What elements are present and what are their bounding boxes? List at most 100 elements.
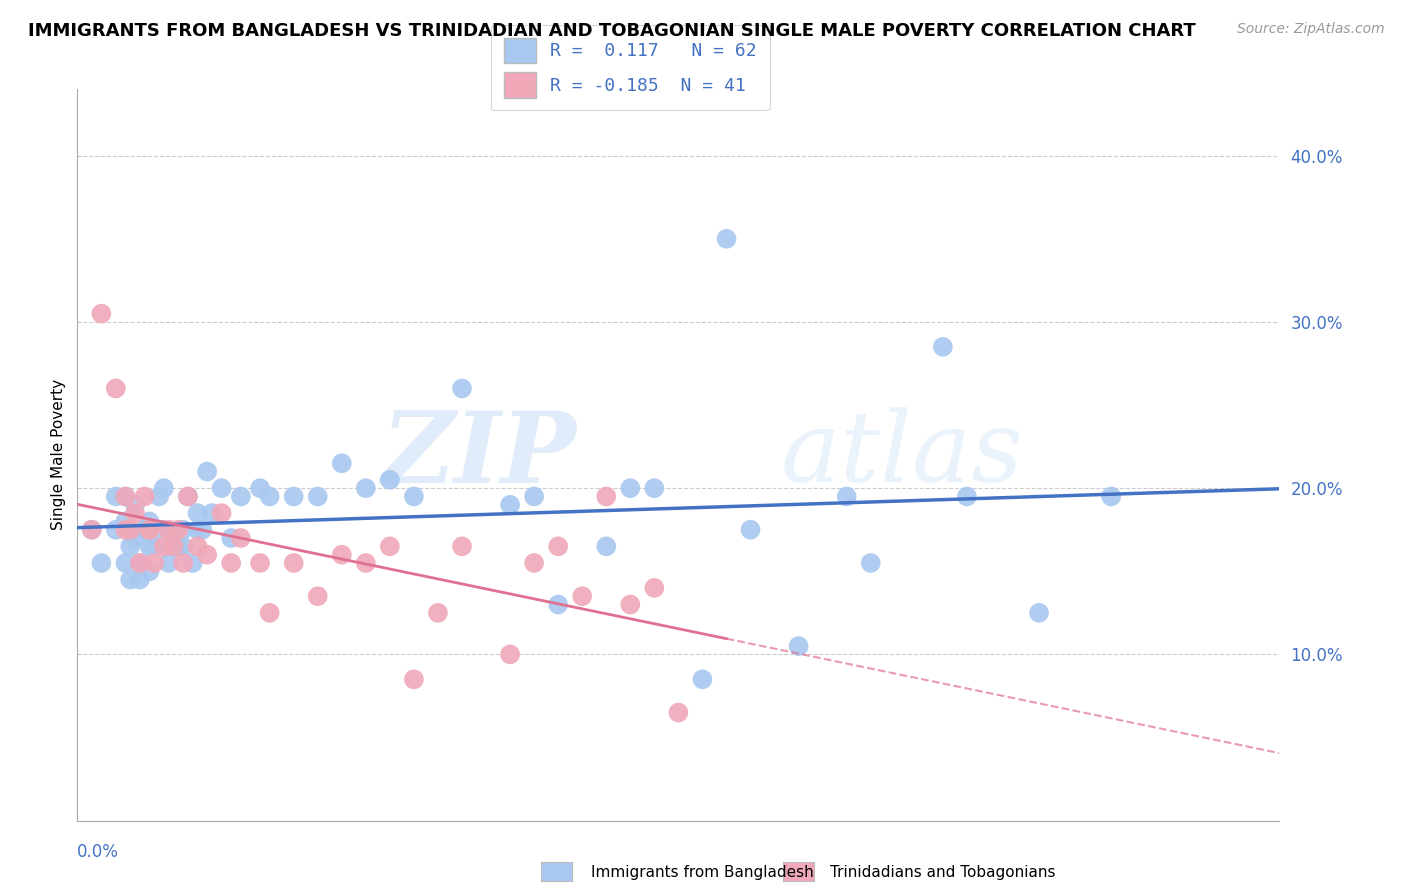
Point (120, 573, 142, 587)
Point (138, 523, 160, 537)
Point (249, 556, 271, 570)
Point (104, 381, 127, 395)
Point (354, 481, 377, 495)
Point (402, 490, 425, 504)
Text: atlas: atlas (780, 408, 1024, 502)
Point (167, 523, 190, 537)
Point (499, 498, 522, 512)
Point (211, 481, 233, 495)
Point (787, 639, 810, 653)
Point (451, 539, 474, 553)
Point (932, 340, 955, 354)
Point (378, 473, 401, 487)
Point (499, 648, 522, 662)
Point (177, 490, 200, 504)
Point (354, 556, 377, 570)
Point (114, 523, 136, 537)
Point (1028, 606, 1050, 620)
Point (138, 523, 160, 537)
Point (114, 490, 136, 504)
Point (451, 381, 474, 395)
Point (523, 490, 546, 504)
Point (181, 556, 204, 570)
Point (1099, 490, 1122, 504)
Point (547, 539, 569, 553)
Point (716, 232, 738, 246)
Point (740, 523, 762, 537)
Point (186, 506, 209, 520)
Point (283, 556, 305, 570)
Text: 0.0%: 0.0% (77, 843, 120, 861)
Point (138, 564, 160, 578)
Point (595, 490, 617, 504)
Point (859, 556, 882, 570)
Point (124, 498, 146, 512)
Point (104, 523, 127, 537)
Point (595, 539, 617, 553)
Point (80, 523, 103, 537)
Point (153, 523, 176, 537)
Text: Trinidadians and Tobagonians: Trinidadians and Tobagonians (830, 865, 1054, 880)
Point (104, 490, 127, 504)
Point (157, 523, 180, 537)
Point (172, 556, 194, 570)
Point (619, 481, 641, 495)
Point (211, 506, 233, 520)
Point (172, 523, 194, 537)
Point (219, 556, 242, 570)
Point (619, 598, 641, 612)
Point (162, 539, 184, 553)
Point (114, 556, 136, 570)
Point (172, 539, 194, 553)
Point (571, 589, 593, 603)
Point (90, 307, 112, 321)
Point (90, 556, 112, 570)
Point (143, 539, 166, 553)
Point (307, 589, 329, 603)
Point (523, 556, 546, 570)
Text: Immigrants from Bangladesh: Immigrants from Bangladesh (591, 865, 813, 880)
Point (219, 531, 242, 545)
Point (153, 481, 176, 495)
Point (259, 490, 281, 504)
Point (128, 573, 150, 587)
Point (162, 531, 184, 545)
Point (124, 506, 146, 520)
Point (249, 481, 271, 495)
Point (162, 539, 184, 553)
Point (692, 673, 714, 687)
Point (643, 481, 665, 495)
Point (134, 490, 156, 504)
Point (167, 539, 190, 553)
Point (643, 581, 665, 595)
Point (128, 556, 150, 570)
Point (378, 539, 401, 553)
Point (547, 598, 569, 612)
Point (134, 523, 156, 537)
Point (330, 456, 353, 470)
Point (259, 606, 281, 620)
Point (201, 506, 224, 520)
Point (120, 539, 142, 553)
Point (120, 523, 142, 537)
Point (124, 531, 146, 545)
Point (177, 490, 200, 504)
Point (191, 523, 214, 537)
Point (956, 490, 979, 504)
Point (229, 490, 252, 504)
Point (80, 523, 103, 537)
Point (157, 556, 180, 570)
Point (153, 539, 176, 553)
Point (138, 539, 160, 553)
Point (835, 490, 858, 504)
Point (330, 548, 353, 562)
Text: ZIP: ZIP (381, 407, 576, 503)
Point (148, 490, 170, 504)
Point (138, 515, 160, 529)
Legend: R =  0.117   N = 62, R = -0.185  N = 41: R = 0.117 N = 62, R = -0.185 N = 41 (491, 25, 769, 111)
Point (229, 531, 252, 545)
Point (195, 548, 218, 562)
Point (186, 539, 209, 553)
Point (114, 490, 136, 504)
Point (114, 515, 136, 529)
